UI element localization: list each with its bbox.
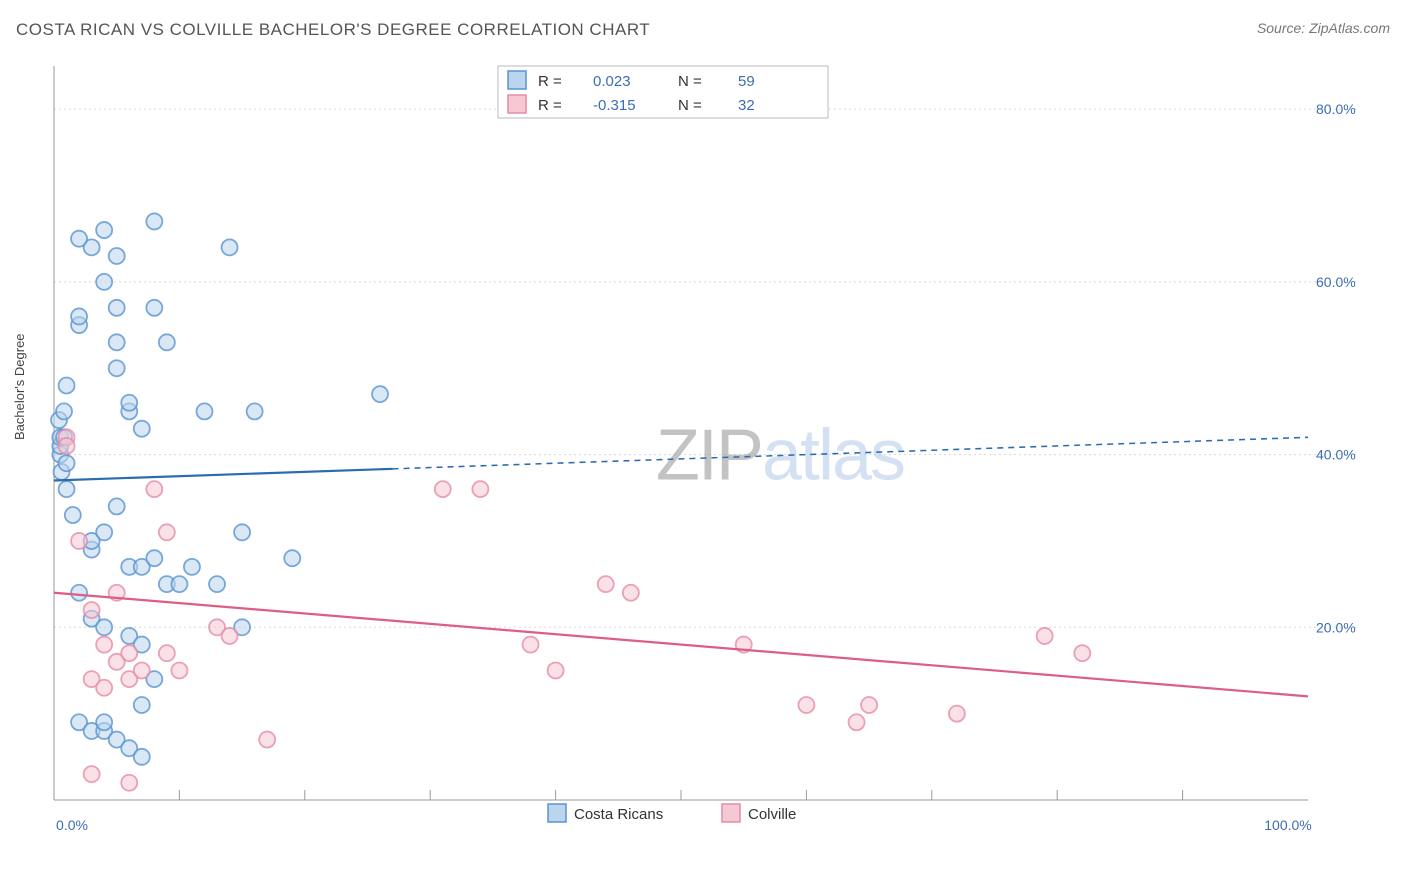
y-axis-label: Bachelor's Degree [12,333,27,440]
svg-text:40.0%: 40.0% [1316,447,1356,463]
svg-text:R =: R = [538,73,562,90]
svg-text:59: 59 [738,73,755,90]
svg-text:R =: R = [538,97,562,114]
svg-text:20.0%: 20.0% [1316,619,1356,635]
svg-text:Costa Ricans: Costa Ricans [574,806,663,823]
scatter-chart: 20.0%40.0%60.0%80.0%0.0%100.0%ZIPatlasR … [48,60,1368,860]
source-label: Source: [1257,20,1309,36]
svg-text:N =: N = [678,97,702,114]
chart-area: Bachelor's Degree 20.0%40.0%60.0%80.0%0.… [48,60,1368,820]
svg-text:-0.315: -0.315 [593,97,636,114]
source-name: ZipAtlas.com [1309,20,1390,36]
svg-text:0.023: 0.023 [593,73,631,90]
svg-text:100.0%: 100.0% [1264,817,1311,833]
svg-text:32: 32 [738,97,755,114]
svg-text:80.0%: 80.0% [1316,101,1356,117]
svg-text:N =: N = [678,73,702,90]
chart-title: COSTA RICAN VS COLVILLE BACHELOR'S DEGRE… [16,20,650,39]
svg-text:Colville: Colville [748,806,796,823]
svg-text:0.0%: 0.0% [56,817,88,833]
svg-text:60.0%: 60.0% [1316,274,1356,290]
source-attribution: Source: ZipAtlas.com [1257,20,1390,36]
